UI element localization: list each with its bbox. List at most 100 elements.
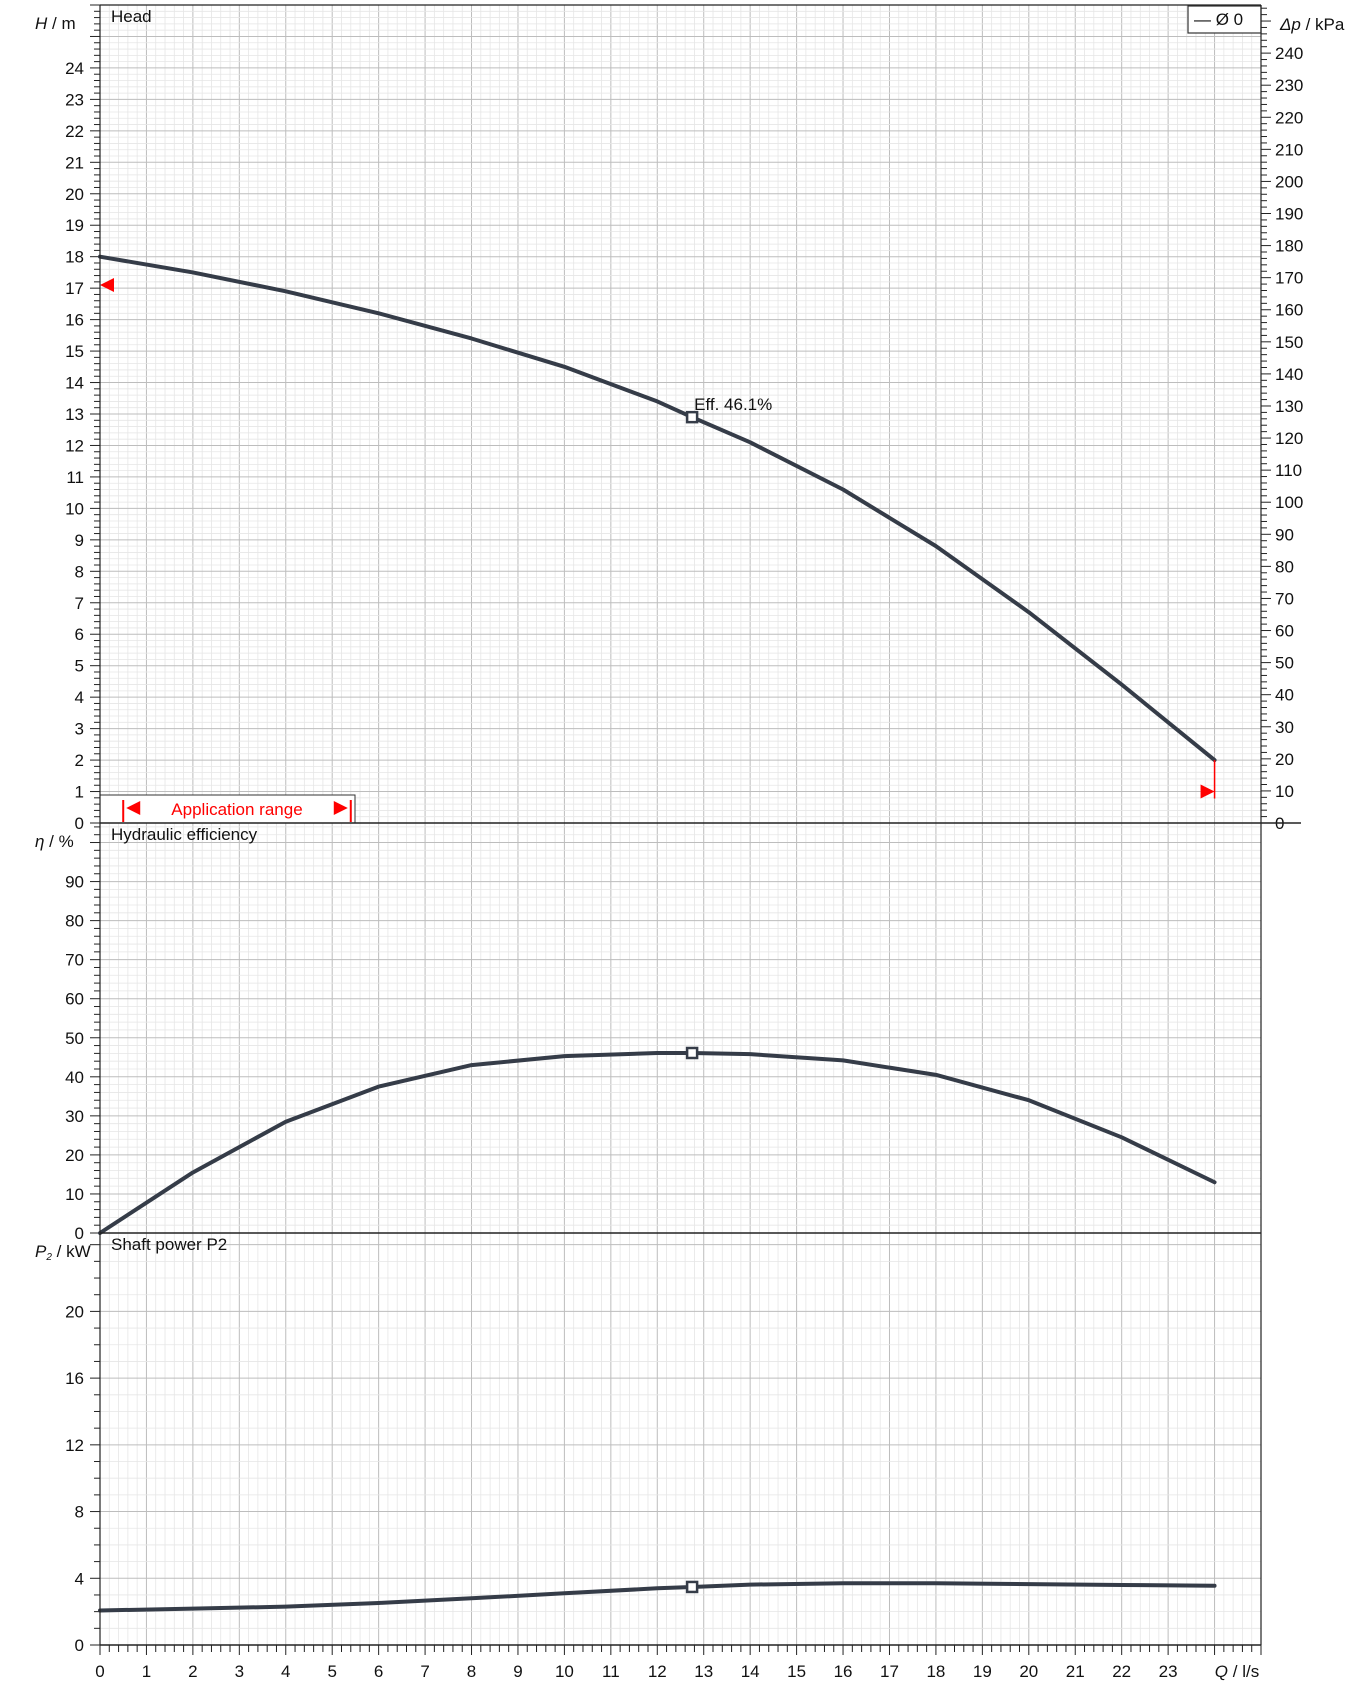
- y-tick-label: 12: [65, 436, 84, 455]
- y-tick-label: 2: [75, 751, 84, 770]
- y-tick-label: 10: [65, 1185, 84, 1204]
- y-right-tick-label: 10: [1275, 782, 1294, 801]
- y-tick-label: 16: [65, 311, 84, 330]
- y-right-tick-label: 30: [1275, 718, 1294, 737]
- y-tick-label: 0: [75, 1636, 84, 1655]
- panel-title: Hydraulic efficiency: [111, 825, 258, 844]
- efficiency-annotation: Eff. 46.1%: [694, 395, 772, 414]
- y-axis-label: H / m: [35, 14, 76, 33]
- y-right-tick-label: 240: [1275, 44, 1303, 63]
- panel-title: Shaft power P2: [111, 1235, 227, 1254]
- y-tick-label: 14: [65, 374, 84, 393]
- y-tick-label: 11: [66, 468, 84, 487]
- x-tick-label: 5: [327, 1662, 336, 1681]
- y-tick-label: 3: [75, 720, 84, 739]
- legend-entry: — Ø 0: [1194, 10, 1243, 29]
- y-tick-label: 20: [65, 1146, 84, 1165]
- curve-efficiency: [98, 1050, 1217, 1235]
- x-tick-label: 9: [513, 1662, 522, 1681]
- y-tick-label: 4: [75, 688, 84, 707]
- x-tick-label: 7: [420, 1662, 429, 1681]
- y-right-tick-label: 170: [1275, 269, 1303, 288]
- x-tick-label: 11: [602, 1662, 620, 1681]
- y-tick-label: 4: [75, 1569, 84, 1588]
- y-right-tick-label: 80: [1275, 557, 1294, 576]
- panel-title: Head: [111, 7, 152, 26]
- legend: — Ø 0: [1187, 5, 1262, 34]
- frame: [99, 4, 1301, 1646]
- x-tick-label: 18: [926, 1662, 945, 1681]
- x-tick-label: 4: [281, 1662, 290, 1681]
- y-tick-label: 21: [65, 153, 84, 172]
- y-right-axis-label: Δp / kPa: [1279, 15, 1345, 34]
- x-tick-label: 13: [694, 1662, 713, 1681]
- y-tick-label: 60: [65, 990, 84, 1009]
- y-right-tick-label: 140: [1275, 365, 1303, 384]
- y-right-tick-label: 220: [1275, 108, 1303, 127]
- y-right-tick-label: 150: [1275, 333, 1303, 352]
- application-range-label: Application range: [171, 800, 302, 819]
- y-tick-label: 8: [75, 562, 84, 581]
- y-tick-label: 6: [75, 625, 84, 644]
- y-tick-label: 30: [65, 1107, 84, 1126]
- y-tick-label: 12: [65, 1436, 84, 1455]
- y-tick-label: 0: [75, 1224, 84, 1243]
- y-tick-label: 0: [75, 814, 84, 833]
- panel-head: 0123456789101112131415161718192021222324…: [35, 4, 1345, 833]
- curve-power: [98, 1581, 1217, 1613]
- y-tick-label: 23: [65, 90, 84, 109]
- y-right-tick-label: 160: [1275, 301, 1303, 320]
- operating-point-marker: [685, 1046, 699, 1060]
- y-right-tick-label: 50: [1275, 654, 1294, 673]
- y-right-tick-label: 190: [1275, 205, 1303, 224]
- application-range-arrow-right: [333, 801, 348, 815]
- y-tick-label: 5: [75, 657, 84, 676]
- x-tick-label: 22: [1112, 1662, 1131, 1681]
- y-tick-label: 22: [65, 122, 84, 141]
- y-tick-label: 18: [65, 248, 84, 267]
- y-tick-label: 24: [65, 59, 84, 78]
- y-right-tick-label: 70: [1275, 589, 1294, 608]
- y-tick-label: 70: [65, 951, 84, 970]
- y-right-tick-label: 210: [1275, 140, 1303, 159]
- y-tick-label: 80: [65, 912, 84, 931]
- y-right-tick-label: 130: [1275, 397, 1303, 416]
- y-tick-label: 90: [65, 873, 84, 892]
- y-tick-label: 15: [65, 342, 84, 361]
- x-tick-label: 20: [1019, 1662, 1038, 1681]
- y-tick-label: 7: [75, 594, 84, 613]
- y-right-tick-label: 110: [1275, 461, 1302, 480]
- y-tick-label: 17: [65, 279, 84, 298]
- y-axis-label: η / %: [35, 832, 74, 851]
- y-right-tick-label: 120: [1275, 429, 1303, 448]
- y-axis-label: P2 / kW: [35, 1242, 91, 1263]
- x-tick-label: 16: [834, 1662, 853, 1681]
- x-tick-label: 19: [973, 1662, 992, 1681]
- x-tick-label: 2: [188, 1662, 197, 1681]
- x-tick-label: 10: [555, 1662, 574, 1681]
- operating-point-marker: [685, 1580, 699, 1594]
- x-tick-label: 23: [1159, 1662, 1178, 1681]
- y-right-tick-label: 200: [1275, 172, 1303, 191]
- x-tick-label: 8: [467, 1662, 476, 1681]
- y-right-tick-label: 100: [1275, 493, 1303, 512]
- x-tick-label: 12: [648, 1662, 667, 1681]
- curve-head: [98, 254, 1217, 763]
- y-tick-label: 16: [65, 1369, 84, 1388]
- y-right-tick-label: 40: [1275, 686, 1294, 705]
- limit-marker-left: [100, 278, 114, 293]
- grid: [99, 5, 1262, 1645]
- x-tick-label: 14: [741, 1662, 760, 1681]
- y-right-tick-label: 230: [1275, 76, 1303, 95]
- x-tick-label: 21: [1066, 1662, 1085, 1681]
- y-tick-label: 20: [65, 1302, 84, 1321]
- application-range-arrow-left: [126, 801, 141, 815]
- y-tick-label: 50: [65, 1029, 84, 1048]
- y-right-tick-label: 60: [1275, 622, 1294, 641]
- y-right-tick-label: 20: [1275, 750, 1294, 769]
- x-tick-label: 17: [880, 1662, 899, 1681]
- y-tick-label: 9: [75, 531, 84, 550]
- limit-marker-right: [1200, 784, 1215, 799]
- y-tick-label: 19: [65, 216, 84, 235]
